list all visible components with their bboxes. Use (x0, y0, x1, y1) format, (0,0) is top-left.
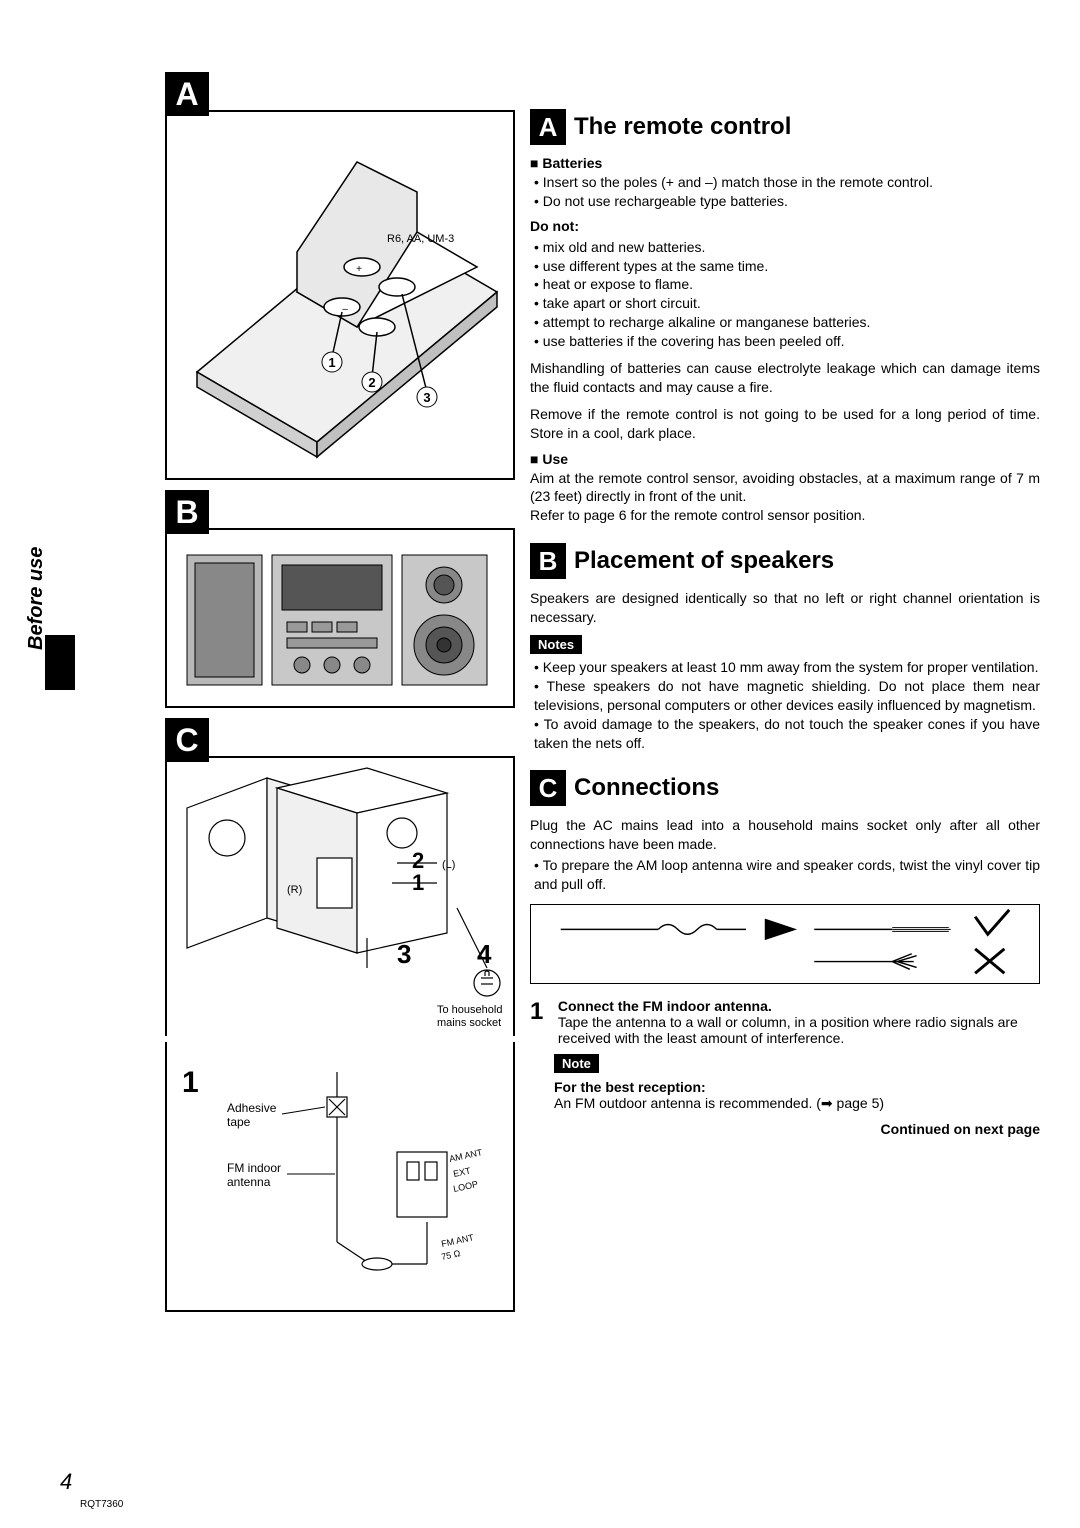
batteries-list: Insert so the poles (+ and –) match thos… (534, 173, 1040, 211)
bullet: mix old and new batteries. (534, 238, 1040, 257)
step-1-body: Tape the antenna to a wall or column, in… (558, 1014, 1018, 1046)
doc-code: RQT7360 (80, 1499, 123, 1510)
svg-text:FM ANT: FM ANT (440, 1232, 475, 1249)
fm-antenna-illustration: 1 Adhesive tape FM indoor anten (167, 1042, 517, 1312)
donot-list: mix old and new batteries. use different… (534, 238, 1040, 351)
notes-list: Keep your speakers at least 10 mm away f… (534, 658, 1040, 752)
section-b-header: B Placement of speakers (530, 543, 1040, 579)
figure-b: B (165, 528, 515, 708)
connections-illustration: (L) (R) 2 1 3 4 To household mains socke… (167, 758, 517, 1038)
continued-text: Continued on next page (881, 1121, 1040, 1137)
svg-text:tape: tape (227, 1115, 251, 1129)
bullet: Insert so the poles (+ and –) match thos… (534, 173, 1040, 192)
svg-text:4: 4 (477, 939, 492, 969)
figure-a: A 1 2 (165, 110, 515, 480)
svg-text:2: 2 (368, 375, 375, 390)
figure-c-label: C (165, 718, 209, 762)
bullet: To avoid damage to the speakers, do not … (534, 715, 1040, 753)
svg-text:EXT: EXT (452, 1165, 472, 1179)
wire-strip-diagram (530, 904, 1040, 984)
section-b-box: B (530, 543, 566, 579)
svg-text:3: 3 (423, 390, 430, 405)
bullet: Keep your speakers at least 10 mm away f… (534, 658, 1040, 677)
use-heading: Use (530, 451, 1040, 467)
svg-text:(R): (R) (287, 884, 302, 896)
remove-text: Remove if the remote control is not goin… (530, 405, 1040, 443)
bullet: use different types at the same time. (534, 257, 1040, 276)
donot-heading: Do not: (530, 217, 1040, 236)
bullet: Do not use rechargeable type batteries. (534, 192, 1040, 211)
bullet: use batteries if the covering has been p… (534, 332, 1040, 351)
reception-heading: For the best reception: (554, 1079, 1040, 1095)
speakers-illustration (167, 530, 517, 710)
svg-text:antenna: antenna (227, 1175, 271, 1189)
svg-text:mains socket: mains socket (437, 1017, 501, 1029)
figure-c: C (165, 756, 515, 1036)
figure-b-label: B (165, 490, 209, 534)
section-b-intro: Speakers are designed identically so tha… (530, 589, 1040, 627)
use-text-1: Aim at the remote control sensor, avoidi… (530, 469, 1040, 507)
batteries-heading: Batteries (530, 155, 1040, 171)
svg-text:+: + (356, 264, 362, 275)
bullet: These speakers do not have magnetic shie… (534, 677, 1040, 715)
section-a-header: A The remote control (530, 109, 1040, 145)
svg-text:1: 1 (412, 870, 424, 895)
svg-text:75 Ω: 75 Ω (440, 1248, 461, 1262)
figure-a-label: A (165, 72, 209, 116)
page-number: 4 (60, 1469, 72, 1495)
section-b-title: Placement of speakers (574, 547, 834, 575)
note-badge: Note (554, 1054, 599, 1073)
svg-text:3: 3 (397, 939, 411, 969)
step-1-title: Connect the FM indoor antenna. (558, 998, 772, 1014)
mishandling-text: Mishandling of batteries can cause elect… (530, 359, 1040, 397)
svg-text:LOOP: LOOP (452, 1179, 479, 1194)
use-text-2: Refer to page 6 for the remote control s… (530, 506, 1040, 525)
prep-list: To prepare the AM loop antenna wire and … (534, 856, 1040, 894)
section-a-box: A (530, 109, 566, 145)
section-c-header: C Connections (530, 770, 1040, 806)
section-a-title: The remote control (574, 113, 791, 141)
bullet: attempt to recharge alkaline or manganes… (534, 313, 1040, 332)
remote-illustration: 1 2 3 R6, AA, UM-3 + – (167, 112, 517, 482)
step-1: 1 Connect the FM indoor antenna. Tape th… (530, 998, 1040, 1046)
figure-c-step1: 1 Adhesive tape FM indoor anten (165, 1042, 515, 1312)
svg-text:1: 1 (182, 1066, 199, 1099)
svg-text:To household: To household (437, 1004, 502, 1016)
bullet: heat or expose to flame. (534, 275, 1040, 294)
reception-text: An FM outdoor antenna is recommended. (➡… (554, 1095, 1040, 1112)
svg-text:Adhesive: Adhesive (227, 1101, 277, 1115)
bullet: take apart or short circuit. (534, 294, 1040, 313)
svg-text:R6, AA, UM-3: R6, AA, UM-3 (387, 233, 454, 245)
svg-text:(L): (L) (442, 859, 455, 871)
section-c-intro: Plug the AC mains lead into a household … (530, 816, 1040, 854)
notes-badge: Notes (530, 635, 582, 654)
svg-text:1: 1 (328, 355, 335, 370)
svg-text:AM ANT: AM ANT (448, 1147, 483, 1164)
sidebar-label: Before use (25, 547, 48, 650)
section-c-title: Connections (574, 774, 719, 802)
bullet: To prepare the AM loop antenna wire and … (534, 856, 1040, 894)
step-1-number: 1 (530, 998, 554, 1026)
svg-text:FM indoor: FM indoor (227, 1161, 281, 1175)
section-c-box: C (530, 770, 566, 806)
svg-text:–: – (342, 304, 348, 315)
section-tab (45, 635, 75, 690)
